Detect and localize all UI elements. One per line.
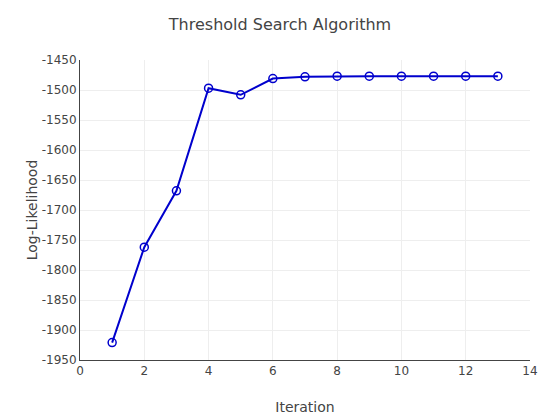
- svg-text:-1800: -1800: [42, 263, 77, 277]
- svg-text:-1750: -1750: [42, 233, 77, 247]
- svg-text:Log-Likelihood: Log-Likelihood: [24, 160, 40, 261]
- svg-text:10: 10: [394, 364, 409, 378]
- svg-text:2: 2: [140, 364, 148, 378]
- svg-text:-1450: -1450: [42, 53, 77, 67]
- svg-text:-1600: -1600: [42, 143, 77, 157]
- svg-text:-1700: -1700: [42, 203, 77, 217]
- svg-text:0: 0: [76, 364, 84, 378]
- svg-text:14: 14: [522, 364, 537, 378]
- svg-text:-1950: -1950: [42, 353, 77, 367]
- svg-text:12: 12: [458, 364, 473, 378]
- svg-text:-1650: -1650: [42, 173, 77, 187]
- svg-text:Threshold Search Algorithm: Threshold Search Algorithm: [168, 15, 391, 34]
- svg-text:6: 6: [269, 364, 277, 378]
- svg-text:-1500: -1500: [42, 83, 77, 97]
- svg-text:-1550: -1550: [42, 113, 77, 127]
- svg-text:4: 4: [205, 364, 213, 378]
- svg-text:-1900: -1900: [42, 323, 77, 337]
- svg-text:8: 8: [333, 364, 341, 378]
- svg-text:-1850: -1850: [42, 293, 77, 307]
- svg-text:Iteration: Iteration: [275, 399, 334, 415]
